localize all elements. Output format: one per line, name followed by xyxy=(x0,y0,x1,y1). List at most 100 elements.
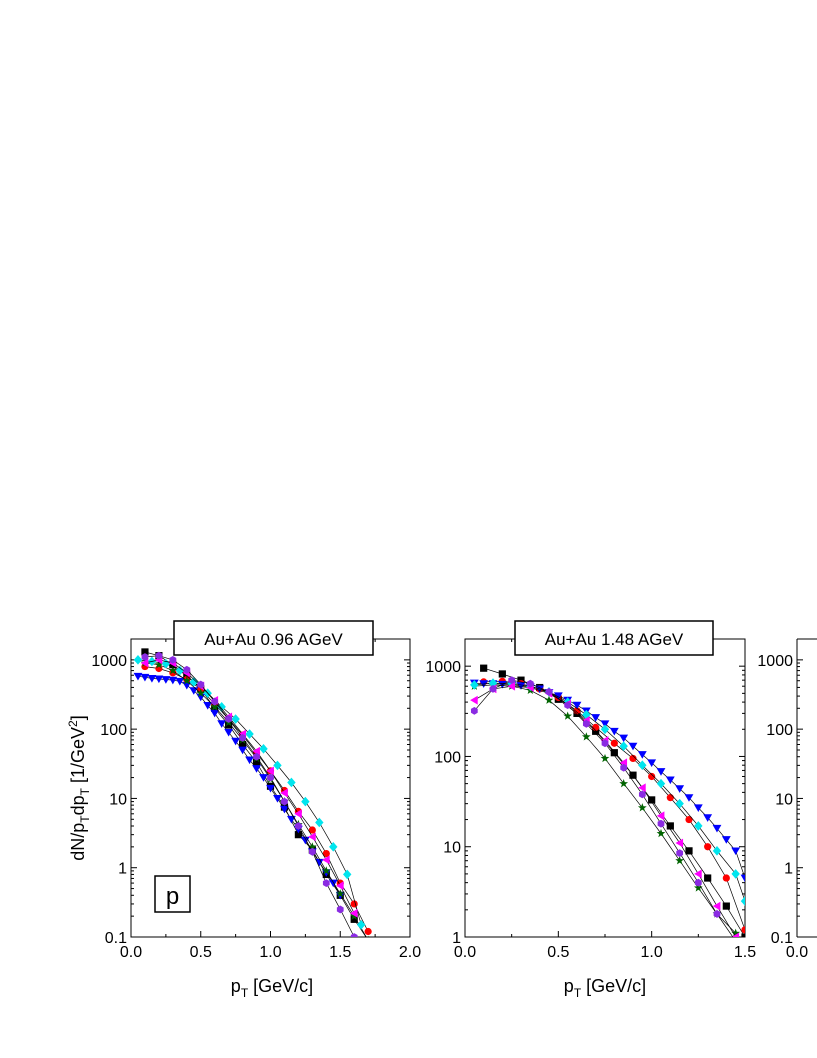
data-point-square xyxy=(648,796,656,804)
data-point-hexagon xyxy=(713,910,721,918)
data-point-triangle-down xyxy=(266,784,275,793)
data-point-circle xyxy=(350,900,358,908)
data-point-triangle-down xyxy=(238,746,247,755)
series-line xyxy=(144,655,355,937)
data-point-triangle-down xyxy=(684,794,694,802)
x-tick-label: 1.0 xyxy=(259,944,281,961)
data-point-triangle-down xyxy=(154,675,164,684)
data-point-diamond xyxy=(694,821,703,831)
data-point-diamond xyxy=(675,798,684,809)
data-point-diamond xyxy=(301,796,310,807)
data-point-triangle-down xyxy=(600,720,610,728)
y-tick-label: 0.1 xyxy=(771,930,793,947)
data-point-hexagon xyxy=(508,676,516,685)
data-point-hexagon xyxy=(526,679,534,688)
data-point-circle xyxy=(741,926,745,934)
data-point-star xyxy=(581,732,591,741)
data-point-triangle-left xyxy=(140,658,149,668)
x-ticks: 0.0 0.5 1.0 1.5 xyxy=(454,639,756,961)
data-point-triangle-down xyxy=(619,734,629,743)
x-tick-label: 0.0 xyxy=(120,944,142,961)
x-tick-label: 2.0 xyxy=(399,944,421,961)
y-tick-label: 1000 xyxy=(91,653,127,670)
data-point-circle xyxy=(685,815,693,824)
data-point-hexagon xyxy=(308,847,316,856)
data-point-diamond xyxy=(245,729,254,739)
data-point-triangle-down xyxy=(259,774,268,782)
data-point-hexagon xyxy=(638,790,646,799)
data-point-hexagon xyxy=(336,905,344,914)
data-point-triangle-left xyxy=(712,901,721,911)
data-point-star xyxy=(656,828,666,838)
data-point-triangle-down xyxy=(637,751,647,759)
data-point-star xyxy=(563,711,573,720)
data-point-triangle-left xyxy=(470,695,478,705)
data-point-hexagon xyxy=(267,773,274,782)
data-point-star xyxy=(600,753,610,763)
data-point-square xyxy=(294,831,302,839)
data-point-hexagon xyxy=(657,819,665,828)
data-point-triangle-down xyxy=(273,795,282,803)
data-point-triangle-down xyxy=(591,714,601,722)
x-tick-label: 1.0 xyxy=(641,944,663,961)
x-ticks: 0.0 0.5 1.0 1.5 2.0 xyxy=(120,639,421,961)
data-point-star xyxy=(210,702,220,711)
y-tick-label: 1000 xyxy=(757,653,793,670)
data-point-hexagon xyxy=(197,680,205,689)
data-point-square xyxy=(350,915,358,923)
data-point-diamond xyxy=(712,846,722,856)
data-point-triangle-down xyxy=(721,836,731,844)
data-point-triangle-down xyxy=(203,702,213,710)
data-point-star xyxy=(367,935,369,937)
data-point-square xyxy=(666,822,674,830)
chart-title: Au+Au 0.96 AGeV xyxy=(204,630,343,649)
data-point-triangle-down xyxy=(740,874,745,883)
data-point-hexagon xyxy=(239,733,246,742)
data-point-square xyxy=(685,847,693,855)
series-line xyxy=(483,667,745,937)
data-point-star xyxy=(168,665,178,675)
data-point-triangle-down xyxy=(245,756,254,765)
data-point-circle xyxy=(610,739,618,747)
data-point-hexagon xyxy=(295,822,302,830)
data-point-star xyxy=(693,883,703,892)
particle-label-box xyxy=(154,875,191,913)
series-layer xyxy=(469,664,745,937)
data-point-diamond xyxy=(231,714,240,724)
data-point-circle xyxy=(666,794,674,802)
data-point-triangle-down xyxy=(147,674,157,683)
data-point-hexagon xyxy=(470,706,478,715)
y-ticks: 0.1 1 10 100 1000 xyxy=(757,638,803,947)
data-point-triangle-down xyxy=(314,858,324,867)
x-axis-label: pT [GeV/c] xyxy=(231,976,313,1000)
data-point-triangle-down xyxy=(693,804,703,812)
data-point-hexagon xyxy=(322,879,330,887)
data-point-triangle-left xyxy=(322,855,330,865)
data-point-hexagon xyxy=(183,665,191,674)
x-tick-label: 1.5 xyxy=(329,944,351,961)
data-point-triangle-down xyxy=(516,682,526,690)
data-point-triangle-down xyxy=(133,672,143,681)
data-point-diamond xyxy=(582,709,591,720)
data-point-hexagon xyxy=(601,739,609,748)
data-point-diamond xyxy=(470,680,479,690)
y-axis-label: dN/pTdpT [1/GeV2] xyxy=(66,715,92,860)
data-point-star xyxy=(544,695,554,704)
data-point-triangle-down xyxy=(217,720,227,728)
data-point-hexagon xyxy=(489,685,497,693)
data-point-triangle-down xyxy=(553,692,563,700)
data-point-triangle-down xyxy=(328,879,338,888)
data-point-circle xyxy=(322,849,330,858)
data-point-star xyxy=(321,866,331,875)
data-point-triangle-down xyxy=(175,677,185,686)
data-point-hexagon xyxy=(169,655,177,664)
data-point-circle xyxy=(629,754,637,763)
data-point-square xyxy=(610,749,618,757)
data-point-square xyxy=(252,758,261,767)
x-tick-label: 0.0 xyxy=(454,944,476,961)
data-point-hexagon xyxy=(694,878,702,887)
data-point-diamond xyxy=(619,741,628,751)
data-point-diamond xyxy=(343,869,352,880)
data-point-hexagon xyxy=(545,687,553,696)
data-point-triangle-left xyxy=(336,881,344,891)
